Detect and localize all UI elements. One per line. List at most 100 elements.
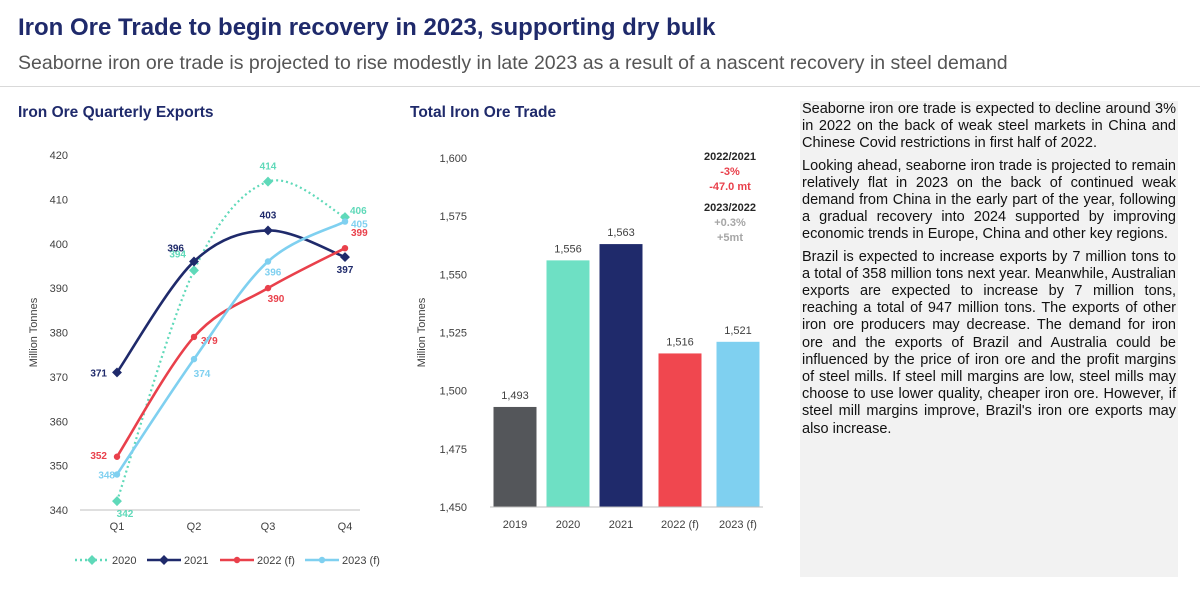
commentary-paragraph-1: Seaborne iron ore trade is expected to d… xyxy=(802,101,1176,152)
legend-marker xyxy=(318,556,326,564)
data-label: 406 xyxy=(350,206,367,217)
y-tick-label: 420 xyxy=(50,150,68,162)
y-tick-label: 1,575 xyxy=(439,211,467,223)
annotation-value-2022-2021: -47.0 mt xyxy=(709,181,751,193)
data-label: 374 xyxy=(194,369,211,380)
total-trade-bar-chart: 1,450 1,475 1,500 1,525 1,550 1,575 1,600 Milli… xyxy=(416,151,763,531)
data-label: 394 xyxy=(169,249,186,260)
annotation-percent-2023-2022: +0.3% xyxy=(714,217,746,229)
bar-value-label: 1,563 xyxy=(607,227,635,239)
data-point-marker xyxy=(264,284,272,292)
x-tick-label: 2022 (f) xyxy=(661,519,699,531)
bar-2023f xyxy=(716,341,760,507)
x-tick-label: 2021 xyxy=(609,519,633,531)
x-tick-label: Q1 xyxy=(110,521,125,533)
y-tick-label: 370 xyxy=(50,372,68,384)
legend-label: 2023 (f) xyxy=(342,555,380,567)
series-line-2021 xyxy=(115,229,346,374)
data-label: 397 xyxy=(337,265,354,276)
y-tick-label: 380 xyxy=(50,328,68,340)
data-label: 348 xyxy=(98,471,115,482)
y-axis-label: Million Tonnes xyxy=(28,297,40,367)
bar-2019 xyxy=(493,406,537,507)
data-point-marker xyxy=(190,355,198,363)
data-point-marker xyxy=(341,218,349,225)
y-tick-label: 410 xyxy=(50,194,68,206)
commentary-panel: Seaborne iron ore trade is expected to d… xyxy=(800,101,1178,577)
data-label: 352 xyxy=(90,451,107,462)
bar-value-label: 1,521 xyxy=(724,325,752,337)
x-tick-label: 2020 xyxy=(556,519,580,531)
x-tick-label: Q2 xyxy=(187,521,202,533)
legend-marker xyxy=(233,556,241,564)
y-tick-label: 390 xyxy=(50,283,68,295)
y-tick-label: 1,550 xyxy=(439,269,467,281)
data-point-marker xyxy=(340,252,350,263)
bar-2021 xyxy=(599,244,643,507)
y-tick-label: 400 xyxy=(50,239,68,251)
data-label: 414 xyxy=(260,162,277,173)
series-line-2022f xyxy=(115,247,346,458)
x-tick-label: 2023 (f) xyxy=(719,519,757,531)
data-label: 379 xyxy=(201,336,218,347)
data-label: 371 xyxy=(90,368,107,379)
bar-value-label: 1,516 xyxy=(666,336,694,348)
legend-marker xyxy=(159,555,169,565)
y-tick-label: 360 xyxy=(50,416,68,428)
annotation-percent-2022-2021: -3% xyxy=(720,166,740,178)
line-chart-title: Iron Ore Quarterly Exports xyxy=(18,104,214,121)
y-tick-label: 340 xyxy=(50,505,68,517)
data-point-marker xyxy=(264,258,272,265)
data-point-marker xyxy=(190,333,198,341)
page-title: Iron Ore Trade to begin recovery in 2023… xyxy=(18,14,716,41)
legend-marker xyxy=(87,555,97,565)
data-label: 396 xyxy=(167,244,184,255)
data-point-marker xyxy=(113,453,121,460)
data-point-marker xyxy=(189,265,199,276)
legend-label: 2021 xyxy=(184,555,208,567)
data-label: 405 xyxy=(351,220,368,231)
data-point-marker xyxy=(263,176,273,187)
commentary-paragraph-3: Brazil is expected to increase exports b… xyxy=(802,248,1176,437)
annotation-heading-2022-2021: 2022/2021 xyxy=(704,151,756,163)
legend-entry: 2021 xyxy=(147,555,208,567)
annotation-heading-2023-2022: 2023/2022 xyxy=(704,202,756,214)
bar-2022f xyxy=(658,353,702,507)
data-point-marker xyxy=(263,225,273,236)
legend-entry: 2020 xyxy=(75,555,136,567)
legend-label: 2022 (f) xyxy=(257,555,295,567)
y-tick-label: 1,525 xyxy=(439,328,467,340)
data-point-marker xyxy=(189,256,199,267)
data-label: 399 xyxy=(351,228,368,239)
x-tick-label: Q3 xyxy=(261,521,276,533)
data-point-marker xyxy=(113,471,121,478)
y-axis-label: Million Tonnes xyxy=(416,297,428,367)
x-tick-label: 2019 xyxy=(503,519,527,531)
y-tick-label: 1,600 xyxy=(439,153,467,165)
series-line-2020 xyxy=(115,179,346,502)
y-tick-label: 1,475 xyxy=(439,444,467,456)
y-tick-label: 1,500 xyxy=(439,386,467,398)
annotation-value-2023-2022: +5mt xyxy=(717,232,743,244)
data-label: 396 xyxy=(265,268,282,279)
series-line-2023f xyxy=(115,220,346,476)
data-point-marker xyxy=(112,496,122,507)
bar-value-label: 1,556 xyxy=(554,243,582,255)
legend-entry: 2023 (f) xyxy=(305,555,380,567)
legend-label: 2020 xyxy=(112,555,136,567)
header-divider xyxy=(0,86,1200,87)
y-tick-label: 1,450 xyxy=(439,502,467,514)
y-tick-label: 350 xyxy=(50,461,68,473)
bar-2020 xyxy=(546,260,590,507)
x-tick-label: Q4 xyxy=(338,521,353,533)
data-label: 403 xyxy=(260,210,277,221)
legend-entry: 2022 (f) xyxy=(220,555,295,567)
page-subtitle: Seaborne iron ore trade is projected to … xyxy=(18,52,1008,74)
quarterly-exports-line-chart: 340 350 360 370 380 390 400 410 420 Q1 Q2 Q3 Q4 Milli… xyxy=(28,150,380,567)
data-label: 342 xyxy=(117,509,134,520)
bar-chart-title: Total Iron Ore Trade xyxy=(410,104,557,121)
data-label: 390 xyxy=(268,294,285,305)
bar-value-label: 1,493 xyxy=(501,390,529,402)
data-point-marker xyxy=(341,244,349,252)
commentary-paragraph-2: Looking ahead, seaborne iron trade is pr… xyxy=(802,157,1176,243)
